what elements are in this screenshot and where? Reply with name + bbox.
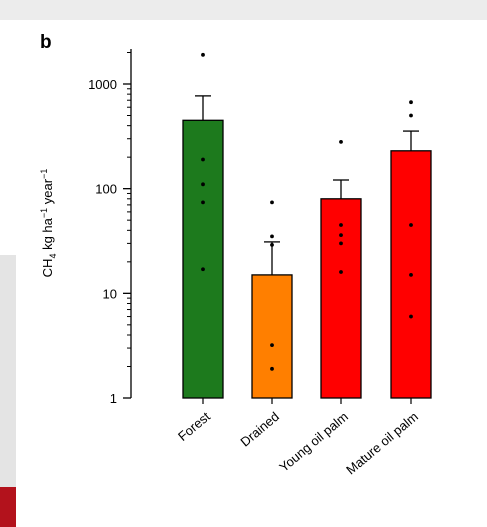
data-point bbox=[201, 182, 205, 187]
error-bars bbox=[195, 95, 419, 275]
y-axis-title: CH4 kg ha−1 year−1 bbox=[39, 169, 58, 278]
data-point bbox=[270, 234, 274, 239]
data-point bbox=[201, 52, 205, 57]
axes: 1 10 100 1000 bbox=[88, 49, 412, 406]
y-axis-label: CH4 kg ha−1 year−1 bbox=[39, 169, 58, 278]
y-axis-title-superscript-a: −1 bbox=[39, 208, 49, 218]
y-axis-title-superscript-b: −1 bbox=[39, 169, 49, 179]
x-tick-label: Forest bbox=[175, 409, 213, 444]
bar-forest bbox=[182, 119, 224, 399]
y-axis-title-unit-a: kg ha bbox=[40, 217, 55, 253]
data-point bbox=[339, 139, 343, 144]
y-axis-title-main: CH bbox=[40, 259, 55, 278]
data-point bbox=[409, 100, 413, 105]
data-point bbox=[270, 200, 274, 205]
data-point bbox=[270, 243, 274, 247]
x-tick-label: Young oil palm bbox=[276, 409, 351, 475]
data-point bbox=[201, 200, 205, 205]
data-point bbox=[409, 314, 413, 319]
y-tick-label: 100 bbox=[95, 182, 117, 197]
data-point bbox=[270, 366, 274, 371]
bar-young-oil-palm bbox=[320, 198, 362, 399]
bar-drained bbox=[251, 274, 293, 399]
data-point bbox=[201, 157, 205, 162]
data-point bbox=[270, 343, 274, 348]
y-tick-label: 1000 bbox=[88, 77, 117, 92]
data-point bbox=[409, 223, 413, 227]
bars bbox=[182, 119, 432, 399]
x-tick-label: Mature oil palm bbox=[343, 409, 421, 478]
y-tick-label: 10 bbox=[103, 286, 117, 301]
data-point bbox=[409, 113, 413, 118]
data-point bbox=[339, 223, 343, 227]
data-points bbox=[201, 52, 413, 371]
data-point bbox=[339, 241, 343, 246]
x-tick-label: Drained bbox=[237, 409, 282, 450]
data-point bbox=[409, 273, 413, 277]
panel-label: b bbox=[40, 32, 52, 53]
data-point bbox=[339, 233, 343, 238]
data-point bbox=[201, 267, 205, 272]
data-point bbox=[339, 270, 343, 274]
background-strip-top bbox=[0, 0, 487, 20]
background-strip-left-red bbox=[0, 487, 16, 527]
y-axis-title-unit-b: year bbox=[40, 178, 55, 208]
y-axis-title-subscript: 4 bbox=[48, 254, 58, 259]
background-strip-left bbox=[0, 255, 16, 487]
y-tick-label: 1 bbox=[110, 391, 117, 406]
